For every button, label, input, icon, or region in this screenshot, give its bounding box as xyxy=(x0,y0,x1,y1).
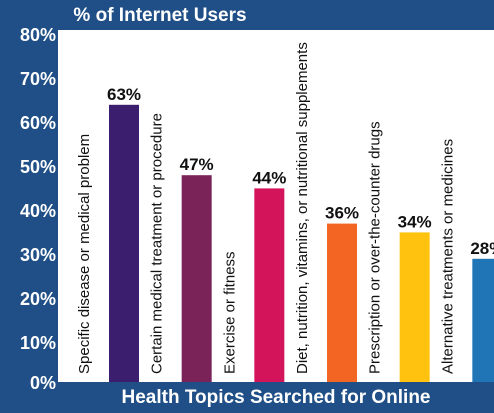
data-label: 36% xyxy=(325,204,359,223)
y-tick-label: 40% xyxy=(19,201,56,221)
data-label: 44% xyxy=(252,168,286,187)
bar xyxy=(181,175,212,382)
chart-title: % of Internet Users xyxy=(58,3,262,29)
category-label: Exercise or fitness xyxy=(221,251,238,374)
bar xyxy=(472,258,494,382)
bar xyxy=(109,104,139,383)
bar xyxy=(254,188,285,382)
category-label: Specific disease or medical problem xyxy=(76,134,93,374)
category-label: Alternative treatments or medicines xyxy=(439,139,456,374)
y-tick-label: 80% xyxy=(19,25,56,45)
category-label: Diet, nutrition, vitamins, or nutritiona… xyxy=(294,42,311,374)
bar xyxy=(399,232,430,382)
data-label: 34% xyxy=(398,212,432,231)
y-tick-label: 0% xyxy=(29,373,56,393)
y-tick-label: 70% xyxy=(19,69,56,89)
y-tick-label: 60% xyxy=(19,113,56,133)
category-label: Prescription or over-the-counter drugs xyxy=(367,121,384,374)
category-label: Certain medical treatment or procedure xyxy=(149,113,166,374)
y-tick-label: 30% xyxy=(19,245,56,265)
x-axis-title: Health Topics Searched for Online xyxy=(121,387,431,408)
bar xyxy=(327,223,357,382)
y-tick-label: 50% xyxy=(19,157,56,177)
data-label: 47% xyxy=(180,155,214,174)
data-label: 63% xyxy=(107,85,141,104)
y-tick-label: 10% xyxy=(19,333,56,353)
data-label: 28% xyxy=(470,239,494,258)
y-tick-label: 20% xyxy=(19,289,56,309)
